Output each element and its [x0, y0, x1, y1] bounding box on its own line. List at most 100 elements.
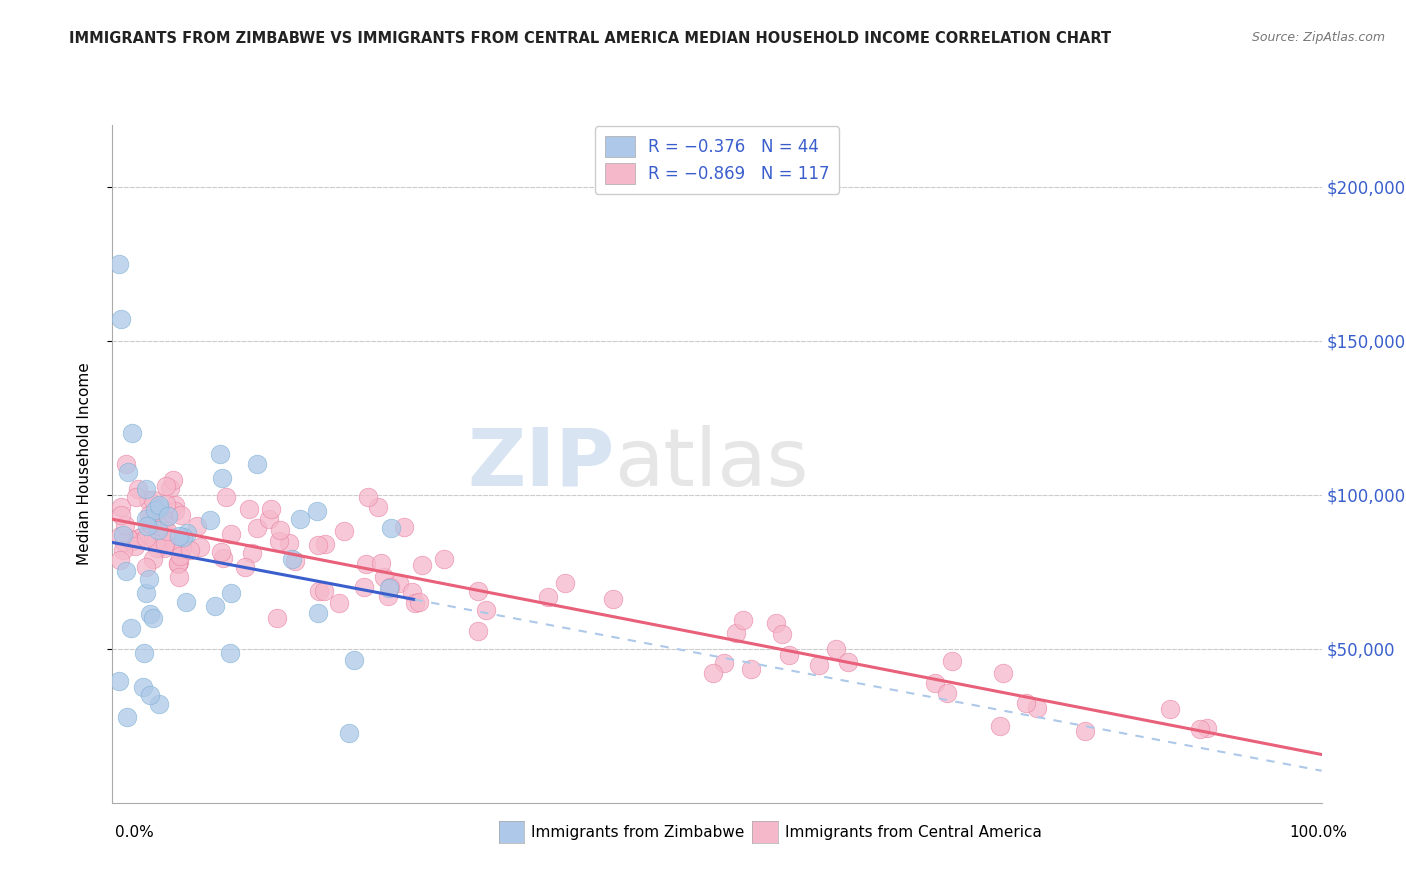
- Point: [153, 516, 176, 531]
- Point: [233, 560, 256, 574]
- Point: [135, 532, 157, 546]
- Point: [212, 550, 235, 565]
- Point: [135, 560, 157, 574]
- Point: [404, 596, 426, 610]
- Point: [1159, 702, 1181, 716]
- Point: [328, 596, 350, 610]
- Point: [167, 556, 190, 570]
- Point: [269, 534, 291, 549]
- Point: [110, 508, 132, 522]
- Point: [127, 482, 149, 496]
- Point: [825, 641, 848, 656]
- Point: [135, 586, 157, 600]
- Point: [170, 535, 193, 549]
- Text: ZIP: ZIP: [467, 425, 614, 503]
- Point: [941, 654, 963, 668]
- Point: [269, 523, 291, 537]
- Point: [165, 498, 187, 512]
- Point: [117, 531, 139, 545]
- Point: [356, 491, 378, 505]
- Point: [312, 584, 335, 599]
- Point: [142, 531, 165, 545]
- Point: [337, 726, 360, 740]
- Point: [170, 508, 193, 522]
- Point: [145, 533, 167, 548]
- Point: [281, 552, 304, 566]
- Point: [108, 529, 131, 543]
- Point: [167, 570, 190, 584]
- Point: [380, 521, 402, 535]
- Point: [148, 697, 170, 711]
- Point: [602, 592, 624, 607]
- Point: [179, 543, 201, 558]
- Text: atlas: atlas: [614, 425, 808, 503]
- Point: [138, 508, 160, 522]
- Point: [135, 512, 157, 526]
- Point: [142, 552, 165, 566]
- Text: Immigrants from Zimbabwe: Immigrants from Zimbabwe: [531, 825, 745, 839]
- Legend: R = −0.376   N = 44, R = −0.869   N = 117: R = −0.376 N = 44, R = −0.869 N = 117: [595, 127, 839, 194]
- Point: [159, 481, 181, 495]
- Point: [356, 557, 378, 571]
- Point: [107, 256, 129, 270]
- Point: [257, 511, 280, 525]
- Point: [148, 501, 170, 516]
- Point: [219, 586, 242, 600]
- Point: [150, 507, 173, 521]
- Point: [156, 508, 179, 523]
- Point: [145, 503, 167, 517]
- Point: [218, 646, 240, 660]
- Point: [138, 572, 160, 586]
- Y-axis label: Median Household Income: Median Household Income: [77, 362, 91, 566]
- Point: [121, 533, 143, 548]
- Point: [314, 537, 336, 551]
- Point: [165, 504, 187, 518]
- Point: [246, 521, 269, 535]
- Point: [209, 545, 232, 559]
- Point: [112, 543, 135, 558]
- Point: [307, 504, 329, 518]
- Point: [115, 709, 138, 723]
- Point: [112, 528, 135, 542]
- Point: [159, 533, 181, 547]
- Point: [139, 512, 162, 526]
- Point: [155, 479, 177, 493]
- Point: [176, 525, 198, 540]
- Point: [148, 518, 170, 533]
- Point: [343, 653, 366, 667]
- Point: [115, 564, 138, 578]
- Point: [433, 552, 456, 566]
- Point: [219, 527, 242, 541]
- Point: [778, 648, 800, 662]
- Point: [198, 513, 221, 527]
- Point: [108, 673, 131, 688]
- Text: Source: ZipAtlas.com: Source: ZipAtlas.com: [1251, 31, 1385, 45]
- Point: [1195, 721, 1218, 735]
- Point: [125, 491, 148, 505]
- Point: [765, 615, 787, 630]
- Point: [370, 556, 392, 570]
- Point: [188, 540, 211, 554]
- Point: [837, 656, 859, 670]
- Point: [401, 585, 423, 599]
- Text: 0.0%: 0.0%: [115, 825, 155, 839]
- Point: [128, 531, 150, 545]
- Point: [1189, 722, 1212, 736]
- Point: [174, 595, 197, 609]
- Point: [120, 621, 142, 635]
- Point: [731, 613, 754, 627]
- Point: [150, 520, 173, 534]
- Point: [740, 662, 762, 676]
- Point: [169, 549, 191, 563]
- Point: [215, 490, 238, 504]
- Point: [153, 537, 176, 551]
- Point: [117, 465, 139, 479]
- Point: [770, 627, 793, 641]
- Point: [991, 665, 1014, 680]
- Text: Immigrants from Central America: Immigrants from Central America: [785, 825, 1042, 839]
- Point: [377, 589, 399, 603]
- Point: [135, 483, 157, 497]
- Point: [713, 656, 735, 670]
- Point: [167, 557, 190, 571]
- Point: [353, 580, 375, 594]
